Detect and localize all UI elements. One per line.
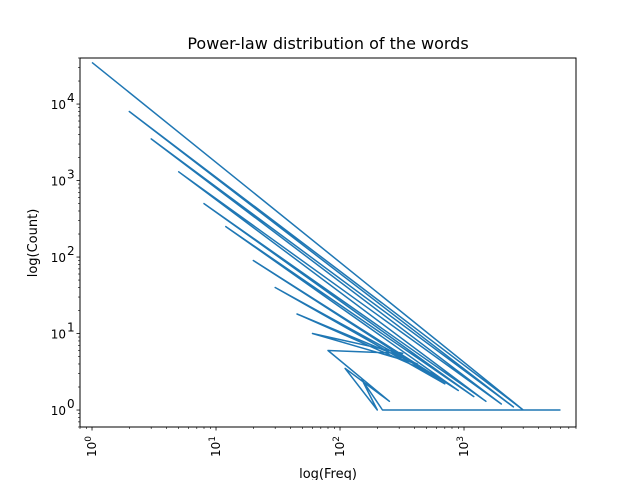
y-tick-base: 10 xyxy=(51,98,66,112)
series-line-0 xyxy=(91,61,561,411)
y-tick-exponent: 2 xyxy=(67,244,75,258)
plot-frame xyxy=(79,57,577,428)
x-tick-base: 10 xyxy=(85,442,99,457)
x-tick-exponent: 0 xyxy=(84,436,94,442)
chart-title: Power-law distribution of the words xyxy=(187,34,468,53)
y-tick-base: 10 xyxy=(51,404,66,418)
y-tick-label: 10 xyxy=(51,328,66,342)
y-tick-exponent: 0 xyxy=(67,397,75,411)
y-tick-base: 10 xyxy=(51,328,66,342)
y-tick-exponent: 4 xyxy=(67,91,75,105)
x-tick-label: 102 xyxy=(332,436,347,457)
x-tick-base: 10 xyxy=(457,442,471,457)
x-tick-label-group: 100 xyxy=(84,436,99,457)
y-tick-exponent: 1 xyxy=(67,321,75,335)
y-tick-label: 10 xyxy=(51,404,66,418)
x-tick-label-group: 103 xyxy=(456,436,471,457)
y-axis-label: log(Count) xyxy=(26,209,41,278)
x-tick-label: 103 xyxy=(456,436,471,457)
x-tick-label-group: 102 xyxy=(332,436,347,457)
y-tick-label: 10 xyxy=(51,175,66,189)
y-tick-base: 10 xyxy=(51,175,66,189)
x-tick-label-group: 101 xyxy=(208,436,223,457)
x-tick-label: 100 xyxy=(84,436,99,457)
plot-series xyxy=(91,61,561,411)
y-tick-base: 10 xyxy=(51,251,66,265)
y-tick-exponent: 3 xyxy=(67,168,75,182)
y-tick-label: 10 xyxy=(51,98,66,112)
x-tick-exponent: 1 xyxy=(208,436,218,442)
x-tick-exponent: 2 xyxy=(332,436,342,442)
x-tick-exponent: 3 xyxy=(456,436,466,442)
y-tick-label: 10 xyxy=(51,251,66,265)
x-tick-base: 10 xyxy=(333,442,347,457)
x-tick-label: 101 xyxy=(208,436,223,457)
x-axis-label: log(Freq) xyxy=(299,467,357,480)
x-tick-base: 10 xyxy=(209,442,223,457)
